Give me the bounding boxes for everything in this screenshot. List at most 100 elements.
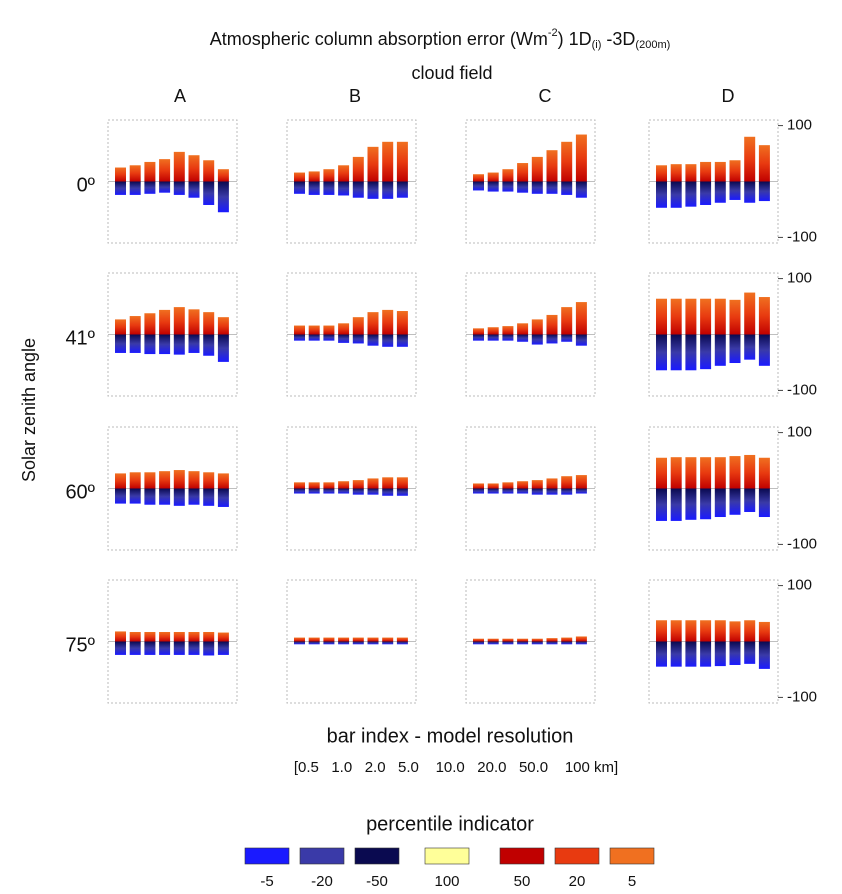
column-title: cloud field	[411, 63, 492, 83]
bar	[517, 488, 529, 494]
bar	[700, 620, 712, 642]
bar	[656, 641, 667, 667]
bar	[396, 641, 408, 645]
bar	[382, 488, 394, 496]
bar	[188, 641, 200, 655]
bar	[294, 181, 305, 194]
bar	[294, 488, 305, 494]
bar	[115, 641, 126, 655]
title-subscript: (i)	[592, 39, 602, 51]
column-label: D	[722, 86, 735, 106]
bar	[758, 297, 770, 335]
y-tick-label: 100	[787, 117, 812, 134]
y-tick-label: 100	[787, 577, 812, 594]
bar	[561, 181, 573, 195]
bar	[656, 334, 667, 371]
bar	[367, 488, 379, 495]
row-label: 0º	[77, 174, 96, 196]
bar	[115, 334, 126, 353]
bar	[729, 621, 741, 642]
y-label: Solar zenith angle	[19, 338, 39, 482]
bar	[473, 334, 484, 341]
bar	[352, 181, 364, 198]
bar	[575, 475, 587, 489]
y-tick-label: -100	[787, 228, 817, 245]
bar	[729, 488, 741, 515]
bar	[308, 334, 320, 341]
bar	[714, 488, 726, 518]
bar	[382, 181, 394, 199]
bar	[217, 169, 229, 182]
legend-label: -20	[311, 873, 333, 890]
bar	[700, 488, 712, 520]
bar	[367, 334, 379, 346]
bar	[575, 488, 587, 494]
bar	[129, 181, 141, 195]
bar	[670, 620, 682, 642]
bar	[714, 641, 726, 667]
bar	[575, 134, 587, 182]
bar	[173, 334, 185, 355]
bar	[129, 641, 141, 655]
panel-frame	[465, 579, 596, 704]
bar	[159, 641, 171, 655]
bar	[561, 488, 573, 495]
bar	[173, 151, 185, 182]
bar	[685, 457, 697, 489]
bar	[473, 638, 484, 642]
panel-frame	[286, 119, 417, 244]
bar	[338, 641, 350, 645]
bar	[129, 472, 141, 489]
bar	[396, 141, 408, 182]
figure-title: Atmospheric column absorption error (Wm-…	[210, 27, 671, 51]
bar	[203, 641, 215, 656]
bar	[685, 164, 697, 182]
bar	[382, 309, 394, 335]
bar	[367, 637, 379, 642]
bar	[670, 181, 682, 208]
bar	[367, 181, 379, 199]
bar	[729, 641, 741, 665]
bar	[144, 641, 156, 655]
bar	[159, 471, 171, 489]
bar	[115, 488, 126, 504]
bar	[744, 620, 756, 642]
bar	[203, 472, 215, 489]
bar	[173, 470, 185, 489]
bar	[700, 641, 712, 667]
bar	[546, 181, 558, 194]
bar	[758, 641, 770, 669]
bar	[188, 181, 200, 198]
bar	[714, 161, 726, 182]
bar	[656, 488, 667, 521]
bar	[517, 481, 529, 489]
bar	[744, 136, 756, 182]
bar	[744, 641, 756, 664]
bar	[294, 482, 305, 489]
bar	[685, 334, 697, 371]
panel-frame	[107, 272, 238, 397]
bar	[729, 299, 741, 335]
bar	[487, 172, 499, 182]
legend-label: 20	[569, 873, 586, 890]
bar	[502, 482, 514, 489]
panel-frame	[648, 272, 779, 397]
bar	[531, 319, 543, 335]
bar	[294, 172, 305, 182]
bar	[575, 636, 587, 642]
bar	[129, 488, 141, 504]
bar	[323, 641, 335, 645]
bar	[217, 488, 229, 507]
bar	[367, 312, 379, 335]
bar	[758, 457, 770, 489]
bar	[323, 334, 335, 341]
bar	[129, 631, 141, 642]
bar	[396, 637, 408, 642]
bar	[487, 327, 499, 335]
column-label: B	[349, 86, 361, 106]
bar	[531, 334, 543, 345]
bar	[115, 631, 126, 642]
bar	[561, 641, 573, 645]
bar	[487, 641, 499, 645]
